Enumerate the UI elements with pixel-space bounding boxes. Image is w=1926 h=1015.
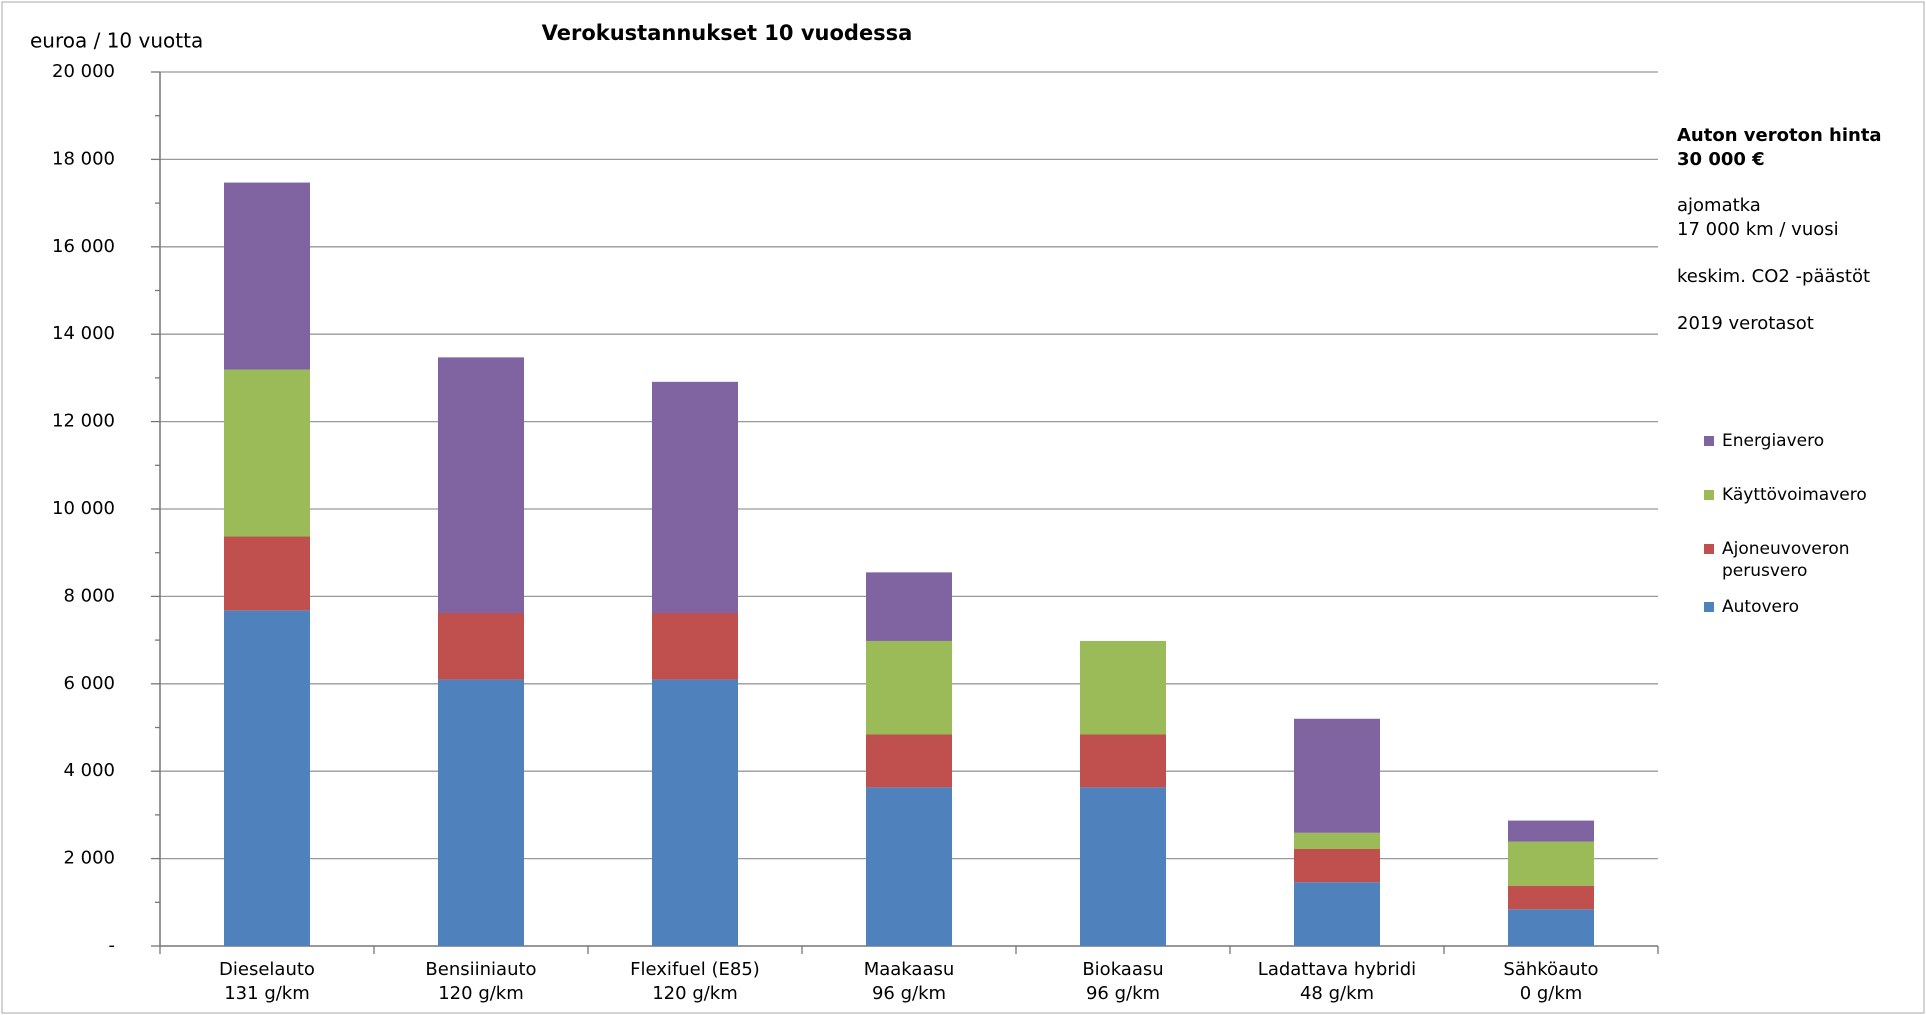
y-tick-label: 8 000	[63, 585, 115, 606]
x-tick-label: 131 g/km	[224, 983, 310, 1004]
bar-segment	[1294, 848, 1380, 883]
bar-segment	[438, 679, 524, 946]
bar-segment	[652, 679, 738, 946]
bar-segment	[224, 369, 310, 537]
annotation: Auton veroton hinta	[1677, 125, 1882, 146]
annotation: 2019 verotasot	[1677, 313, 1814, 334]
bar-segment	[866, 787, 952, 946]
y-tick-label: 14 000	[52, 323, 115, 344]
bar-segment	[438, 357, 524, 614]
legend-entry: Autovero	[1704, 596, 1912, 618]
bar-segment	[1508, 820, 1594, 842]
legend-swatch	[1704, 436, 1714, 446]
legend-label: Ajoneuvoveron perusvero	[1722, 539, 1850, 581]
x-tick-label: Sähköauto	[1503, 959, 1598, 980]
bar-segment	[1080, 640, 1166, 735]
bar-segment	[1080, 787, 1166, 946]
bar-segment	[1508, 885, 1594, 910]
legend-entry: Ajoneuvoveron perusvero	[1704, 538, 1912, 582]
bar-segment	[1294, 882, 1380, 946]
legend-label: Energiavero	[1722, 431, 1825, 451]
x-tick-label: Ladattava hybridi	[1258, 959, 1416, 980]
y-axis-label: euroa / 10 vuotta	[30, 29, 203, 53]
bar-segment	[652, 613, 738, 680]
y-tick-label: 12 000	[52, 411, 115, 432]
bar-segment	[652, 381, 738, 614]
annotation: keskim. CO2 -päästöt	[1677, 266, 1870, 287]
bar-segment	[224, 182, 310, 370]
bar-segment	[1508, 841, 1594, 886]
legend-entry: Käyttövoimavero	[1704, 484, 1912, 506]
bar-segment	[1294, 718, 1380, 833]
bar-segment	[224, 536, 310, 611]
bar-segment	[866, 734, 952, 788]
bar-segment	[438, 613, 524, 680]
x-tick-label: 48 g/km	[1300, 983, 1374, 1004]
x-tick-label: 120 g/km	[652, 983, 738, 1004]
legend-swatch	[1704, 544, 1714, 554]
legend-label: Käyttövoimavero	[1722, 485, 1867, 505]
bar-segment	[866, 640, 952, 735]
y-tick-label: 18 000	[52, 148, 115, 169]
bar-segment	[1294, 832, 1380, 849]
y-tick-label: -	[109, 935, 116, 956]
x-tick-label: Flexifuel (E85)	[630, 959, 760, 980]
bar-segment	[1508, 909, 1594, 946]
x-tick-label: Biokaasu	[1082, 959, 1163, 980]
x-tick-label: 96 g/km	[872, 983, 946, 1004]
legend-swatch	[1704, 490, 1714, 500]
x-tick-label: Dieselauto	[219, 959, 315, 980]
annotation: ajomatka	[1677, 195, 1761, 216]
x-tick-label: 96 g/km	[1086, 983, 1160, 1004]
y-tick-label: 20 000	[52, 61, 115, 82]
y-tick-label: 4 000	[63, 760, 115, 781]
x-tick-label: Bensiiniauto	[425, 959, 536, 980]
y-tick-label: 10 000	[52, 498, 115, 519]
y-tick-label: 16 000	[52, 236, 115, 257]
legend-label: Autovero	[1722, 597, 1800, 617]
x-tick-label: 120 g/km	[438, 983, 524, 1004]
legend-swatch	[1704, 602, 1714, 612]
annotation: 17 000 km / vuosi	[1677, 219, 1839, 240]
y-tick-label: 6 000	[63, 673, 115, 694]
x-tick-label: Maakaasu	[864, 959, 955, 980]
bar-segment	[1080, 734, 1166, 788]
x-tick-label: 0 g/km	[1520, 983, 1583, 1004]
bar-segment	[866, 572, 952, 641]
legend-entry: Energiavero	[1704, 430, 1912, 452]
bar-segment	[224, 610, 310, 946]
annotation: 30 000 €	[1677, 149, 1765, 170]
y-tick-label: 2 000	[63, 848, 115, 869]
chart-title: Verokustannukset 10 vuodessa	[542, 21, 913, 45]
